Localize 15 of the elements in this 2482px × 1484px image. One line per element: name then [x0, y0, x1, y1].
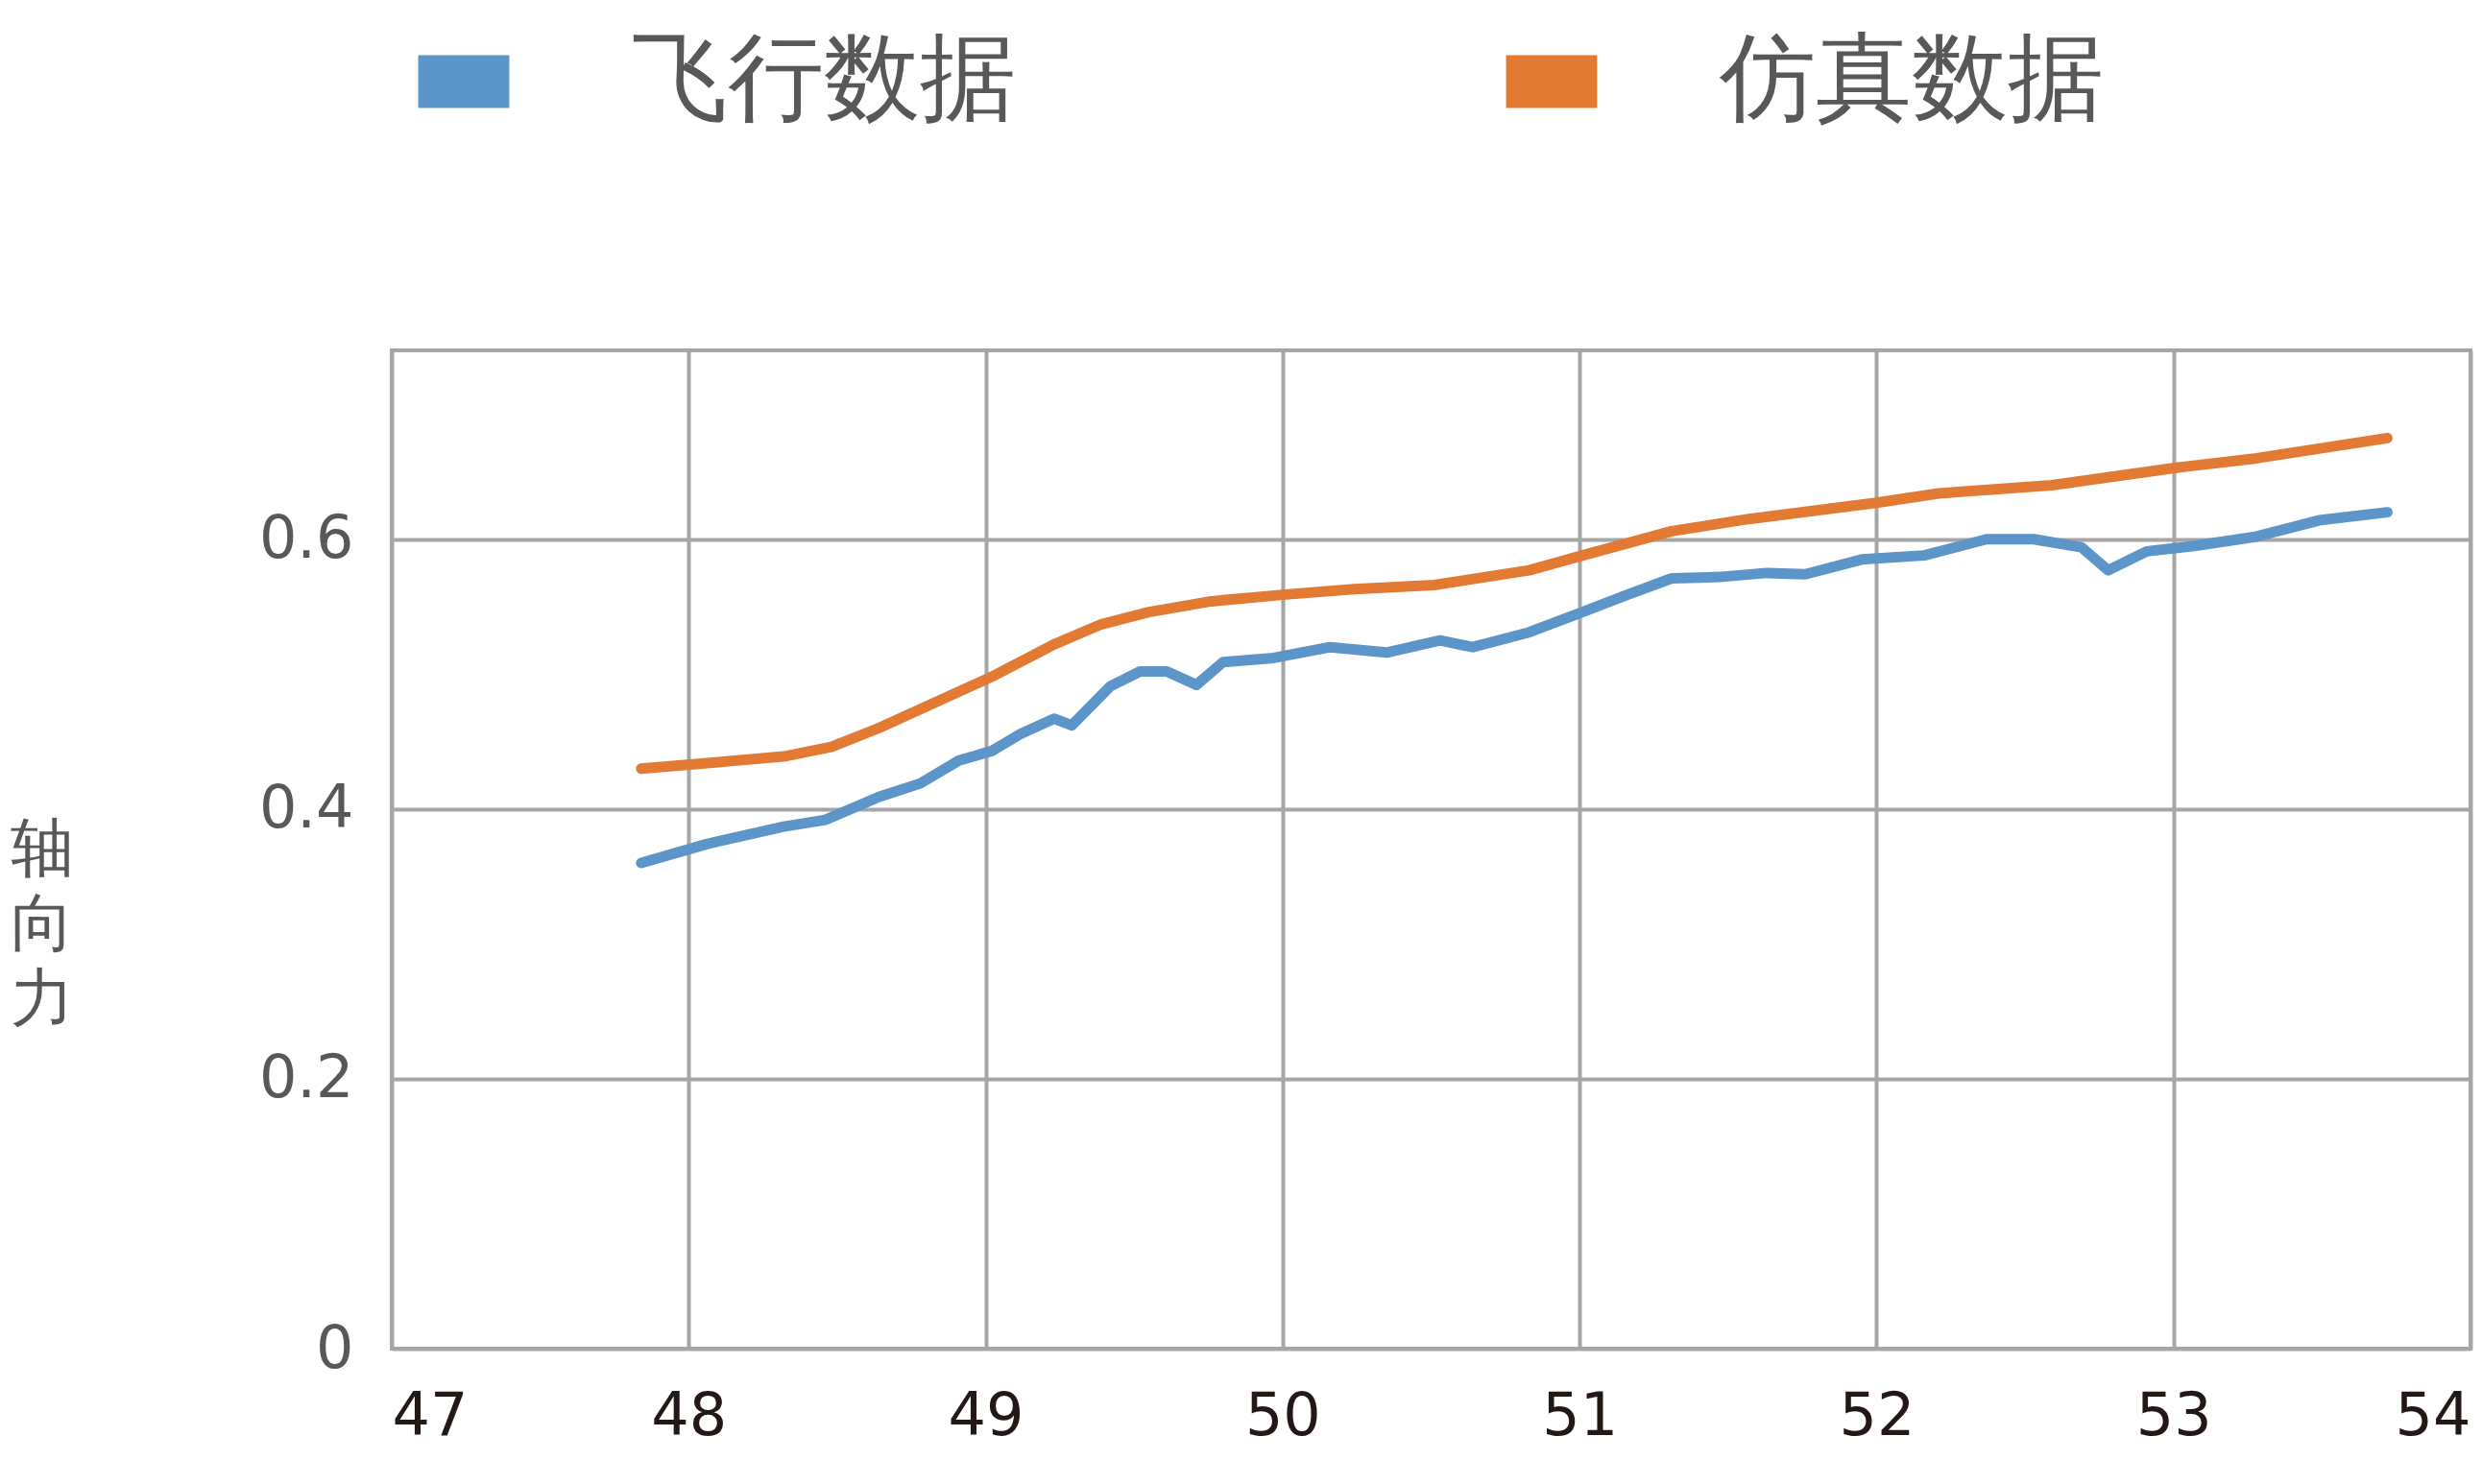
legend-label: 飞行数据 — [632, 21, 1016, 133]
legend-label: 仿真数据 — [1719, 21, 2104, 133]
x-tick-label: 51 — [1542, 1378, 1619, 1449]
y-tick-label: 0 — [316, 1311, 354, 1382]
x-tick-label: 47 — [392, 1378, 469, 1449]
y-tick-label: 0.2 — [258, 1041, 354, 1113]
x-tick-label: 53 — [2135, 1378, 2212, 1449]
y-axis-title: 轴向力 — [10, 810, 74, 1035]
x-tick-label: 52 — [1839, 1378, 1916, 1449]
y-tick-label: 0.6 — [258, 502, 354, 573]
x-tick-label: 49 — [948, 1378, 1024, 1449]
x-tick-label: 50 — [1244, 1378, 1321, 1449]
x-tick-label: 54 — [2395, 1378, 2471, 1449]
x-tick-label: 48 — [651, 1378, 728, 1449]
y-tick-label: 0.4 — [258, 772, 354, 843]
